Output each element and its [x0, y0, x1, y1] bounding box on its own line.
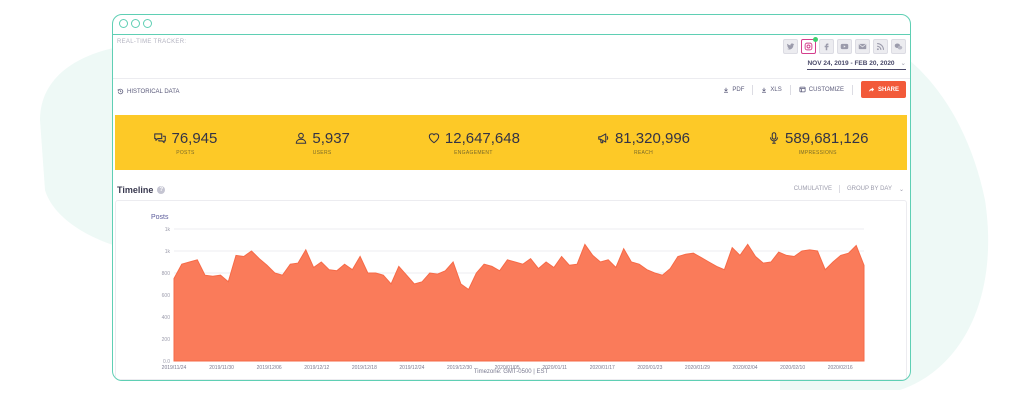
youtube-icon[interactable]: [837, 39, 852, 54]
pdf-label: PDF: [732, 86, 745, 93]
share-icon: [868, 87, 875, 92]
date-range-value: NOV 24, 2019 - FEB 20, 2020: [807, 59, 895, 67]
share-button[interactable]: SHARE: [860, 81, 906, 98]
customize-icon: [799, 86, 806, 93]
y-tick-label: 600: [162, 293, 171, 299]
timeline-chart-svg: Posts 0.0 200 400 600 800 1k 1k 2019/11/24 2019/1…: [151, 214, 865, 371]
active-indicator: [813, 37, 818, 42]
posts-value: 76,945: [171, 129, 218, 147]
posts-icon: [154, 133, 167, 144]
x-tick-label: 2019/12/06: [257, 365, 282, 371]
x-tick-label: 2019/12/12: [304, 365, 329, 371]
timezone-label: Timezone: GMT-0500 | EST: [473, 369, 549, 375]
divider: [838, 185, 840, 193]
divider: [851, 84, 853, 95]
megaphone-icon: [598, 133, 609, 144]
historical-data-link[interactable]: HISTORICAL DATA: [117, 88, 179, 95]
x-tick-label: 2020/02/16: [828, 365, 853, 371]
y-axis-title: Posts: [151, 214, 169, 221]
y-tick-label: 1k: [165, 249, 171, 255]
stat-users: 5,937 USERS: [294, 130, 350, 156]
microphone-icon: [769, 132, 779, 144]
divider: [789, 84, 791, 95]
impressions-value: 589,681,126: [785, 129, 869, 147]
window-dot-close[interactable]: [119, 19, 128, 28]
posts-area: [173, 243, 865, 362]
chevron-down-icon: ⌄: [900, 60, 906, 67]
x-tick-label: 2020/01/23: [637, 365, 662, 371]
email-icon[interactable]: [855, 39, 870, 54]
instagram-icon[interactable]: [801, 37, 818, 54]
window-dot-minimize[interactable]: [131, 19, 140, 28]
users-label: USERS: [312, 149, 332, 156]
x-tick-label: 2020/01/29: [685, 365, 710, 371]
y-tick-label: 1k: [165, 227, 171, 233]
date-range-picker[interactable]: NOV 24, 2019 - FEB 20, 2020 ⌄: [807, 59, 906, 70]
y-tick-label: 400: [162, 315, 171, 321]
timeline-chart: Posts 0.0 200 400 600 800 1k 1k 2019/11/24 2019/1…: [115, 200, 907, 380]
header-divider: [113, 78, 910, 79]
wechat-icon[interactable]: [891, 39, 906, 54]
x-tick-label: 2019/12/30: [447, 365, 472, 371]
share-label: SHARE: [877, 86, 899, 93]
group-by-select[interactable]: GROUP BY DAY: [846, 186, 892, 192]
twitter-icon[interactable]: [783, 39, 798, 54]
users-value: 5,937: [312, 129, 350, 147]
history-icon: [117, 88, 124, 95]
stat-engagement: 12,647,648 ENGAGEMENT: [427, 130, 520, 156]
download-icon: [724, 87, 729, 93]
y-tick-label: 800: [162, 271, 171, 277]
y-tick-label: 0.0: [163, 359, 170, 365]
download-icon: [762, 87, 767, 93]
x-tick-label: 2019/11/30: [209, 365, 234, 371]
info-icon[interactable]: ?: [157, 186, 166, 194]
timeline-controls: CUMULATIVE GROUP BY DAY ⌄: [794, 185, 904, 193]
app-window: REAL-TIME TRACKER: NOV 24, 2019 - FEB 20…: [112, 14, 911, 381]
export-actions: PDF XLS CUSTOMIZE SHARE: [723, 81, 906, 98]
stat-impressions: 589,681,126 IMPRESSIONS: [767, 130, 868, 156]
x-tick-label: 2020/01/11: [542, 365, 567, 371]
social-network-row: [783, 37, 906, 54]
stat-posts: 76,945 POSTS: [153, 130, 217, 156]
divider: [752, 84, 754, 95]
stat-reach: 81,320,996 REACH: [597, 130, 690, 156]
window-dot-maximize[interactable]: [143, 19, 152, 28]
engagement-label: ENGAGEMENT: [454, 149, 493, 156]
rss-icon[interactable]: [873, 39, 888, 54]
posts-label: POSTS: [176, 149, 195, 156]
xls-label: XLS: [770, 86, 782, 93]
customize-button[interactable]: CUSTOMIZE: [799, 86, 844, 93]
stats-bar: 76,945 POSTS 5,937 USERS 12,647,648 ENGA…: [115, 115, 907, 170]
facebook-icon[interactable]: [819, 39, 834, 54]
xls-button[interactable]: XLS: [761, 86, 782, 93]
timeline-title: Timeline ?: [117, 185, 166, 195]
x-tick-label: 2020/02/04: [733, 365, 758, 371]
x-tick-label: 2019/12/24: [399, 365, 424, 371]
x-tick-label: 2019/12/18: [352, 365, 377, 371]
customize-label: CUSTOMIZE: [808, 86, 844, 93]
window-titlebar: [113, 15, 910, 35]
x-tick-label: 2020/01/05: [495, 365, 520, 371]
pdf-button[interactable]: PDF: [723, 87, 744, 93]
tracker-label: REAL-TIME TRACKER:: [117, 39, 187, 45]
user-icon: [296, 132, 307, 144]
historical-data-label: HISTORICAL DATA: [127, 88, 180, 95]
chevron-down-icon: ⌄: [898, 186, 904, 193]
timeline-title-text: Timeline: [117, 185, 154, 195]
heart-icon: [428, 133, 440, 144]
impressions-label: IMPRESSIONS: [798, 149, 837, 156]
reach-value: 81,320,996: [614, 129, 691, 147]
engagement-value: 12,647,648: [444, 129, 520, 147]
y-tick-label: 200: [162, 337, 171, 343]
reach-label: REACH: [633, 149, 653, 156]
x-tick-label: 2020/01/17: [590, 365, 615, 371]
x-tick-label: 2019/11/24: [162, 365, 187, 371]
cumulative-toggle[interactable]: CUMULATIVE: [793, 186, 832, 192]
x-tick-label: 2020/02/10: [780, 365, 805, 371]
